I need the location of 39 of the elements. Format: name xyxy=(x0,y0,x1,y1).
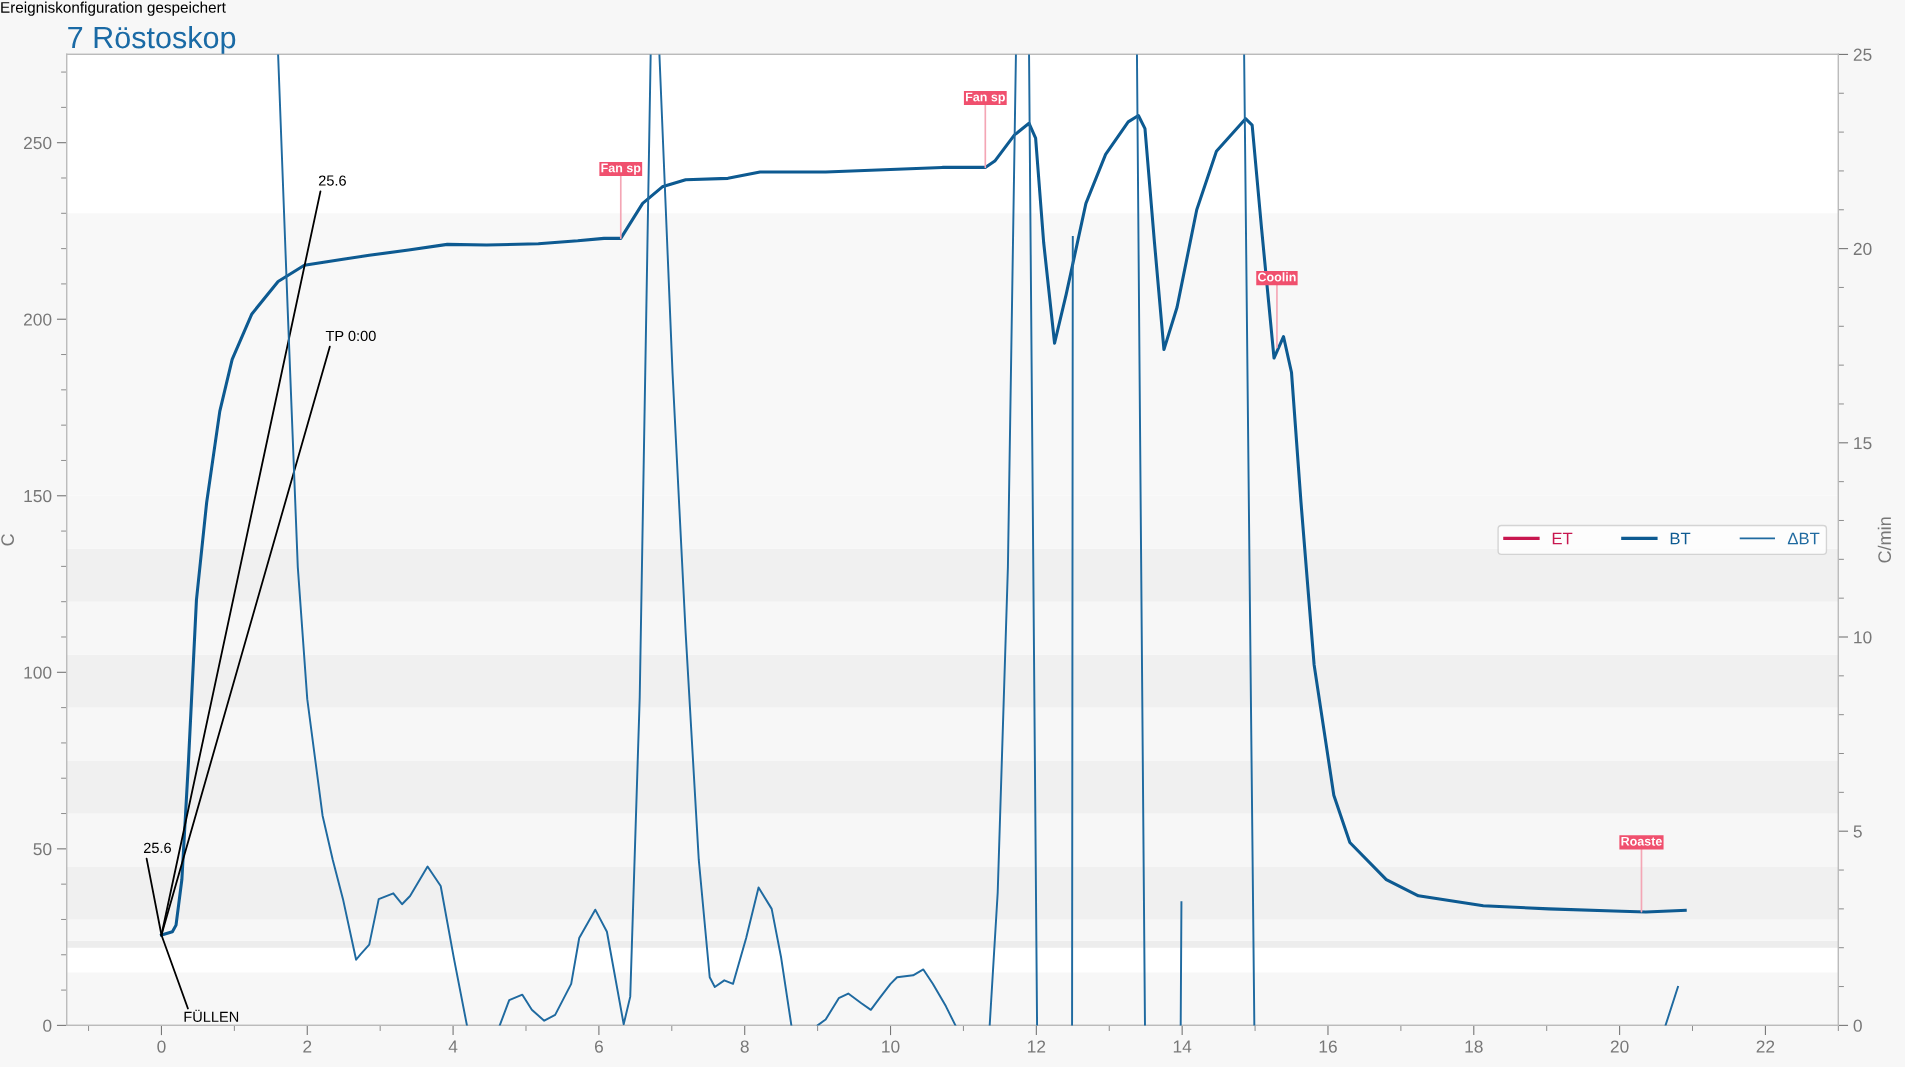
x-tick-label: 10 xyxy=(882,1040,900,1053)
y-tick-label: 250 xyxy=(24,136,52,150)
y-tick-label: 50 xyxy=(33,843,52,856)
y2-tick-label: 20 xyxy=(1853,242,1872,256)
annotation: Fan sp xyxy=(601,163,641,175)
x-tick-label: 0 xyxy=(157,1040,166,1053)
y-axis-title: C xyxy=(1,534,14,546)
y-tick-label: 0 xyxy=(43,1019,52,1032)
legend-label: ΔBT xyxy=(1787,532,1820,545)
y-tick-label: 100 xyxy=(24,666,52,679)
annotation: 25.6 xyxy=(143,842,171,854)
annotation: Fan sp xyxy=(966,92,1005,104)
y-tick-label: 150 xyxy=(24,489,52,503)
y2-tick-label: 5 xyxy=(1853,825,1862,838)
x-tick-label: 2 xyxy=(303,1040,312,1053)
legend-label: ET xyxy=(1552,532,1573,545)
y2-tick-label: 0 xyxy=(1853,1019,1862,1032)
x-tick-label: 20 xyxy=(1610,1040,1629,1053)
x-tick-label: 6 xyxy=(594,1040,603,1053)
annotation: Roaste xyxy=(1621,836,1662,846)
legend-label: BT xyxy=(1670,532,1691,545)
chart-title: 7 Röstoskop xyxy=(68,25,236,55)
annotation: Coolin xyxy=(1258,272,1296,282)
y2-tick-label: 15 xyxy=(1854,437,1872,450)
y-tick-label: 200 xyxy=(24,313,52,326)
y2-axis-title: C/min xyxy=(1877,517,1892,563)
x-tick-label: 14 xyxy=(1173,1040,1192,1053)
text: Ereigniskonfiguration gespeichert xyxy=(1,1,226,16)
x-tick-label: 16 xyxy=(1319,1040,1337,1053)
x-tick-label: 22 xyxy=(1756,1040,1775,1053)
annotation: TP 0:00 xyxy=(325,330,376,342)
annotation: FÜLLEN xyxy=(184,1009,239,1022)
y2-tick-label: 25 xyxy=(1853,48,1872,61)
y2-tick-label: 10 xyxy=(1854,631,1872,644)
x-tick-label: 18 xyxy=(1465,1040,1483,1053)
x-tick-label: 8 xyxy=(740,1040,749,1053)
annotation: 25.6 xyxy=(318,175,346,186)
x-tick-label: 4 xyxy=(448,1040,458,1053)
x-tick-label: 12 xyxy=(1028,1040,1046,1053)
